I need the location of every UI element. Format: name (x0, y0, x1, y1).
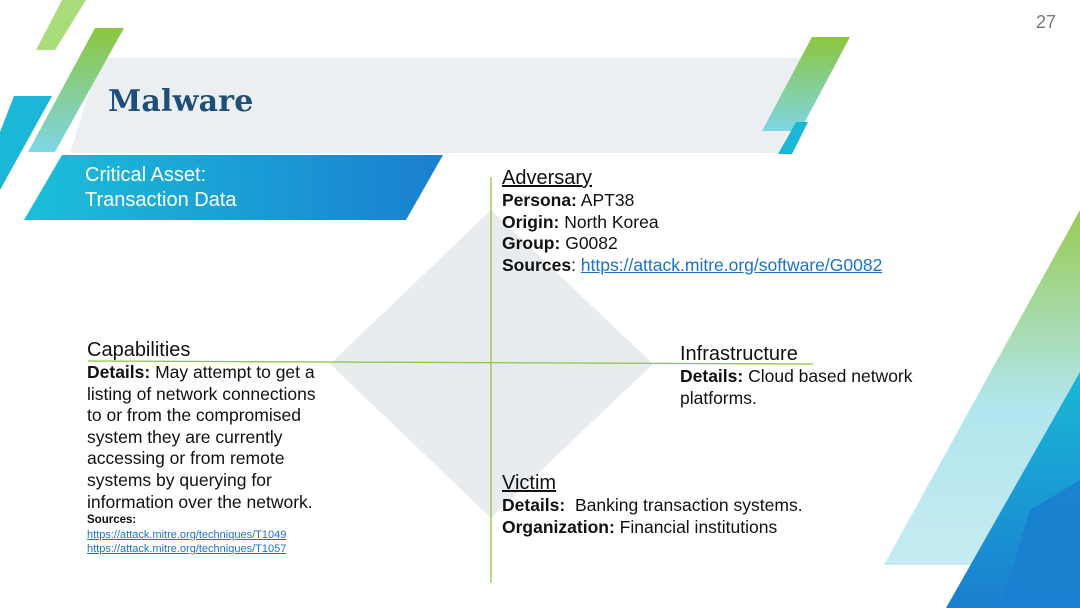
victim-details-label: Details: (502, 495, 566, 515)
critical-asset-banner (24, 155, 443, 220)
critical-asset-label: Critical Asset: Transaction Data (85, 163, 237, 213)
critical-asset-line1: Critical Asset: (85, 164, 207, 186)
infrastructure-detail-line: Cloud based network (748, 366, 913, 386)
infrastructure-section: Infrastructure Details: Cloud based netw… (680, 342, 913, 409)
persona-value: APT38 (580, 190, 635, 210)
deco-slash (0, 96, 52, 190)
sources-label: Sources (502, 254, 572, 275)
group-label: Group: (502, 233, 561, 254)
capabilities-detail-line: systems by querying for (87, 469, 272, 490)
deco-slash (778, 122, 808, 154)
victim-heading: Victim (502, 472, 557, 494)
capabilities-detail-line: information over the network. (87, 491, 313, 512)
organization-label: Organization: (502, 516, 615, 537)
adversary-section: Adversary Persona: APT38 Origin: North K… (502, 167, 883, 275)
capabilities-detail-line: May attempt to get a (155, 362, 315, 382)
infrastructure-heading: Infrastructure (680, 343, 798, 365)
victim-section: Victim Details: Banking transaction syst… (502, 471, 803, 538)
title-band (70, 58, 812, 153)
origin-label: Origin: (502, 211, 560, 232)
capabilities-detail-line: to or from the compromised (87, 405, 301, 426)
capabilities-detail-line: listing of network connections (87, 383, 316, 404)
adversary-source-link[interactable]: https://attack.mitre.org/software/G0082 (580, 254, 883, 275)
capabilities-detail-line: system they are currently (87, 426, 283, 447)
victim-details-value: Banking transaction systems. (574, 495, 803, 515)
critical-asset-line2: Transaction Data (85, 189, 237, 211)
page-number: 27 (1035, 12, 1056, 32)
organization-value: Financial institutions (619, 516, 778, 537)
capabilities-section: Capabilities Details: May attempt to get… (87, 338, 316, 557)
deco-slash (36, 0, 86, 50)
infrastructure-detail-line: platforms. (680, 387, 757, 408)
group-value: G0082 (565, 233, 618, 254)
horizontal-axis-line (87, 360, 814, 365)
deco-slash (762, 37, 850, 131)
capabilities-heading: Capabilities (87, 339, 191, 361)
origin-value: North Korea (564, 211, 659, 232)
deco-slash (1000, 480, 1080, 608)
deco-slash (28, 28, 124, 152)
infrastructure-details-label: Details: (680, 366, 744, 386)
capabilities-sources-label: Sources: (87, 514, 137, 527)
slide-title: Malware (108, 84, 254, 119)
capabilities-details-label: Details: (87, 362, 151, 382)
capabilities-detail-line: accessing or from remote (87, 448, 285, 469)
capabilities-source-link[interactable]: https://attack.mitre.org/techniques/T105… (87, 543, 287, 556)
persona-label: Persona: (502, 190, 577, 210)
capabilities-source-link[interactable]: https://attack.mitre.org/techniques/T104… (87, 528, 287, 541)
adversary-heading: Adversary (502, 167, 593, 189)
